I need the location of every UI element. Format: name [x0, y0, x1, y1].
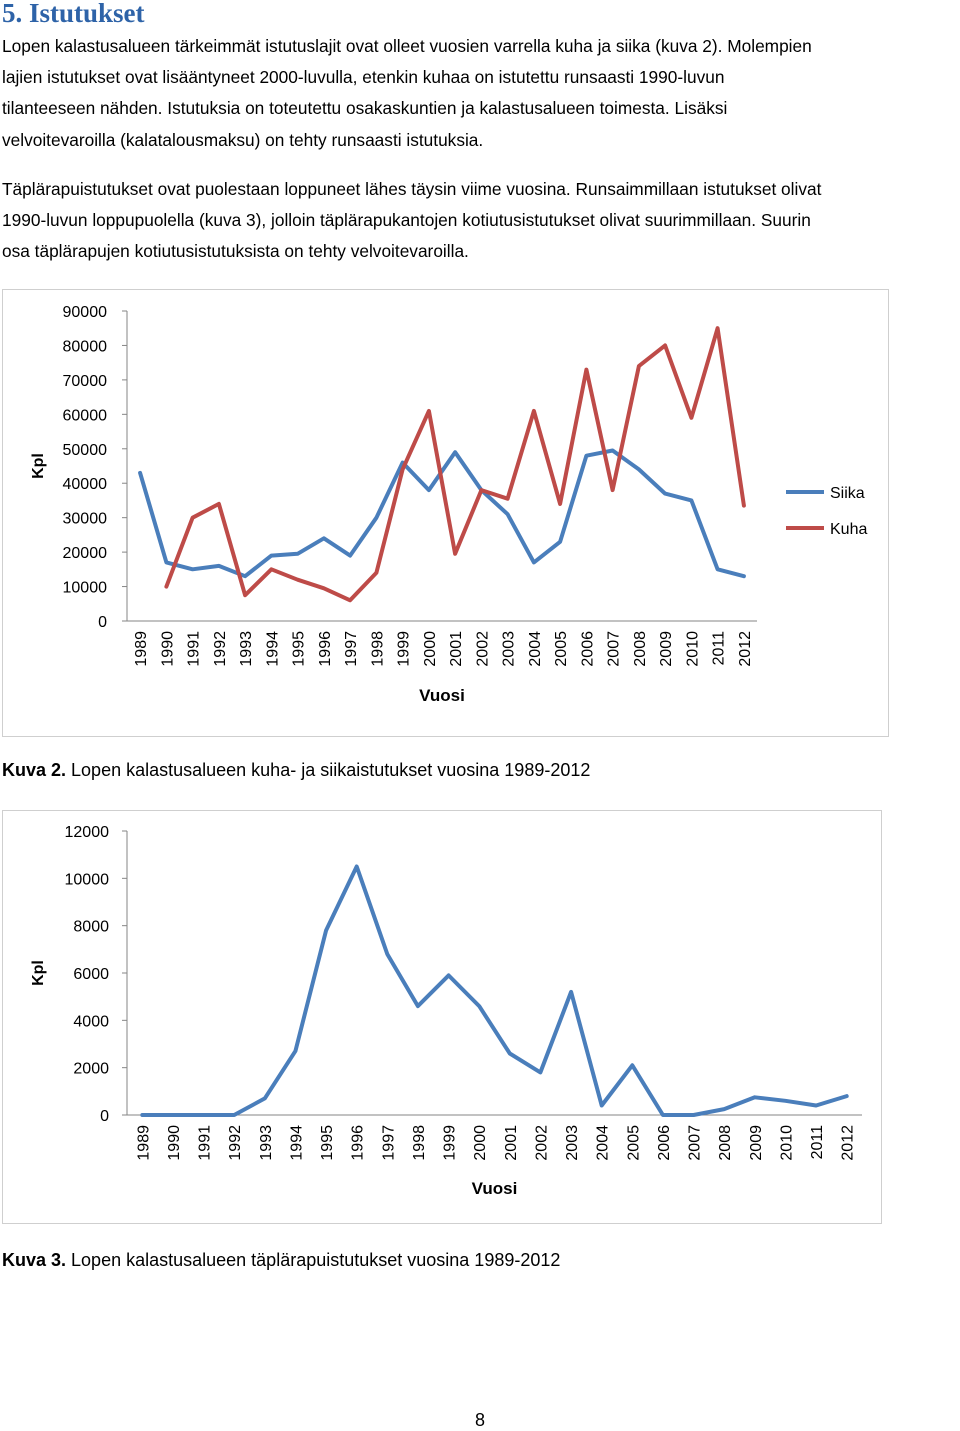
y-tick-label: 10000: [65, 871, 110, 888]
paragraph-2: Täplärapuistutukset ovat puolestaan lopp…: [2, 174, 960, 268]
x-tick-label: 2011: [809, 1125, 826, 1160]
x-tick-label: 1996: [317, 631, 334, 667]
x-tick-label: 1992: [227, 1125, 244, 1161]
x-tick-label: 1995: [319, 1125, 336, 1161]
y-tick-label: 6000: [73, 966, 109, 983]
x-tick-label: 1991: [186, 631, 203, 667]
x-tick-label: 2012: [840, 1125, 857, 1161]
x-tick-label: 2008: [717, 1125, 734, 1161]
y-tick-label: 80000: [63, 338, 108, 355]
y-tick-label: 90000: [63, 304, 108, 321]
y-tick-label: 40000: [63, 476, 108, 493]
x-tick-label: 2006: [579, 631, 596, 667]
section-heading: 5. Istutukset: [2, 0, 145, 28]
x-tick-label: 1990: [159, 631, 176, 667]
x-tick-label: 1999: [442, 1125, 459, 1161]
x-tick-label: 2009: [748, 1125, 765, 1161]
figure-1-caption-text: Lopen kalastusalueen kuha- ja siikaistut…: [66, 760, 591, 780]
x-tick-label: 1997: [380, 1125, 397, 1161]
x-tick-label: 2005: [625, 1125, 642, 1161]
y-tick-label: 12000: [65, 824, 110, 841]
x-tick-label: 2005: [553, 631, 570, 667]
x-tick-label: 2001: [448, 631, 465, 667]
y-axis-title: Kpl: [30, 960, 47, 986]
series-line-series-1: [140, 864, 849, 1117]
x-tick-label: 1999: [396, 631, 413, 667]
x-axis-title: Vuosi: [472, 1179, 518, 1198]
x-tick-label: 2004: [595, 1125, 612, 1161]
y-tick-label: 60000: [63, 407, 108, 424]
paragraph-1: Lopen kalastusalueen tärkeimmät istutusl…: [2, 31, 960, 156]
chart-2-frame: 0 2000 4000 6000 8000 10000 12000 1989 1990 1991 1…: [2, 810, 882, 1224]
figure-1-caption: Kuva 2. Lopen kalastusalueen kuha- ja si…: [2, 760, 590, 781]
x-tick-label: 2003: [501, 631, 518, 667]
y-tick-label: 0: [100, 1108, 109, 1125]
x-tick-label: 2009: [658, 631, 675, 667]
x-tick-label: 2006: [656, 1125, 673, 1161]
paragraph-line: 1990-luvun loppupuolella (kuva 3), jollo…: [2, 210, 811, 231]
x-axis-title: Vuosi: [419, 686, 465, 705]
figure-2-caption-text: Lopen kalastusalueen täplärapuistutukset…: [66, 1250, 561, 1270]
x-tick-label: 1994: [264, 631, 281, 667]
x-tick-label: 1997: [343, 631, 360, 667]
y-tick-label: 8000: [73, 919, 109, 936]
x-tick-label: 2007: [687, 1125, 704, 1161]
x-tick-label: 1990: [166, 1125, 183, 1161]
x-tick-label: 2011: [711, 631, 728, 666]
x-tick-label: 1994: [288, 1125, 305, 1161]
x-tick-label: 2012: [737, 631, 754, 667]
paragraph-line: osa täplärapujen kotiutusistutuksista on…: [2, 241, 469, 262]
x-tick-label: 2000: [472, 1125, 489, 1161]
x-tick-label: 2000: [422, 631, 439, 667]
x-tick-label: 2007: [606, 631, 623, 667]
y-tick-label: 30000: [63, 511, 108, 528]
paragraph-line: lajien istutukset ovat lisääntyneet 2000…: [2, 67, 725, 88]
y-tick-label: 20000: [63, 545, 108, 562]
x-tick-label: 2008: [632, 631, 649, 667]
legend-label-kuha: Kuha: [830, 521, 867, 538]
page-number: 8: [474, 1410, 485, 1430]
y-tick-label: 4000: [73, 1013, 109, 1030]
figure-2-caption-label: Kuva 3.: [2, 1250, 67, 1270]
x-tick-label: 1998: [411, 1125, 428, 1161]
legend-label-siika: Siika: [830, 485, 865, 502]
chart-1: 0 10000 20000 30000 40000 50000 60000 70000 8000…: [30, 304, 867, 705]
series-line-siika: [138, 448, 746, 579]
x-tick-label: 2010: [778, 1125, 795, 1161]
series-line-kuha: [164, 326, 746, 603]
y-tick-label: 2000: [73, 1061, 109, 1078]
paragraph-line: Lopen kalastusalueen tärkeimmät istutusl…: [2, 36, 812, 56]
paragraph-line: velvoitevaroilla (kalatalousmaksu) on te…: [2, 129, 484, 150]
x-tick-label: 1993: [258, 1125, 275, 1161]
x-tick-label: 1995: [291, 631, 308, 667]
x-tick-label: 1992: [212, 631, 229, 667]
chart-1-frame: 0 10000 20000 30000 40000 50000 60000 70000 8000…: [2, 289, 889, 737]
x-tick-label: 2004: [527, 631, 544, 667]
figure-2-caption: Kuva 3. Lopen kalastusalueen täplärapuis…: [2, 1250, 560, 1271]
x-tick-label: 1998: [369, 631, 386, 667]
y-tick-label: 50000: [63, 442, 108, 459]
x-tick-label: 2002: [533, 1125, 550, 1161]
x-tick-label: 2002: [474, 631, 491, 667]
y-tick-label: 70000: [63, 373, 108, 390]
x-tick-label: 2001: [503, 1125, 520, 1161]
x-tick-label: 1993: [238, 631, 255, 667]
chart-2: 0 2000 4000 6000 8000 10000 12000 1989 1990 1991 1…: [30, 824, 862, 1198]
y-tick-label: 0: [98, 614, 107, 631]
x-tick-label: 1989: [133, 631, 150, 667]
x-tick-label: 1996: [350, 1125, 367, 1161]
x-tick-label: 1991: [197, 1125, 214, 1161]
paragraph-line: tilanteeseen nähden. Istutuksia on toteu…: [2, 98, 728, 119]
x-tick-label: 2010: [684, 631, 701, 667]
y-axis-title: Kpl: [30, 453, 47, 479]
x-tick-label: 1989: [135, 1125, 152, 1161]
paragraph-line: Täplärapuistutukset ovat puolestaan lopp…: [2, 179, 822, 199]
figure-1-caption-label: Kuva 2.: [2, 760, 67, 780]
x-tick-label: 2003: [564, 1125, 581, 1161]
y-tick-label: 10000: [63, 580, 108, 597]
